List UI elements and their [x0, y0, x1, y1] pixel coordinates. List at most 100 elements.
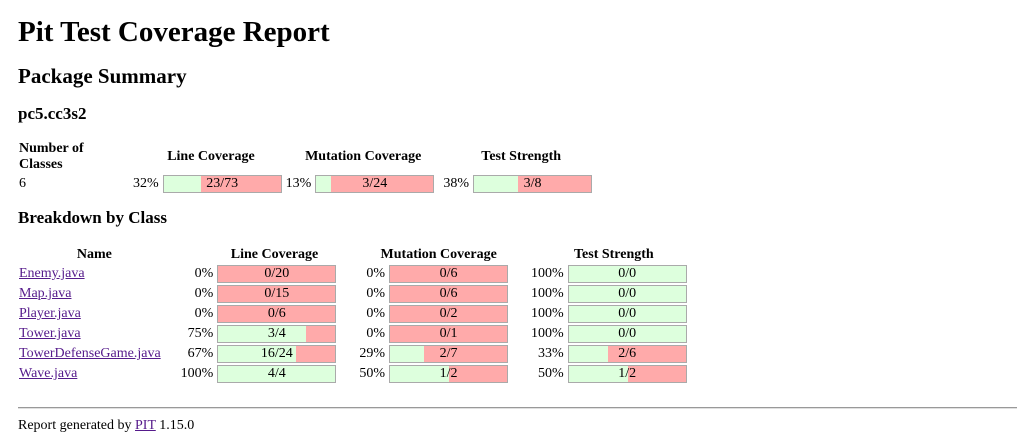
- summary-mutation-pct: 13%: [285, 176, 312, 191]
- line-coverage-bar: 0/6: [217, 305, 337, 323]
- line-pct: 75%: [187, 326, 214, 341]
- breakdown-heading: Breakdown by Class: [18, 208, 167, 227]
- mutation-bar-cell: 0/6: [388, 265, 509, 283]
- pit-link[interactable]: PIT: [135, 418, 156, 433]
- strength-bar-cell: 0/0: [567, 305, 688, 323]
- summary-strength-fill: [474, 176, 519, 192]
- strength-pct: 100%: [531, 306, 564, 321]
- header-line-coverage: Line Coverage: [167, 149, 255, 164]
- mutation-coverage-bar: 1/2: [389, 365, 509, 383]
- summary-strength-label: 3/8: [523, 176, 542, 191]
- strength-coverage-fill: [568, 306, 686, 322]
- mutation-pct: 0%: [366, 266, 386, 281]
- summary-strength-bar-cell: 3/8: [472, 175, 593, 193]
- mutation-coverage-label: 0/6: [439, 266, 458, 281]
- table-row: Player.java 0% 0/6 0% 0/2 100% 0/0: [18, 305, 688, 323]
- line-coverage-bar: 0/20: [217, 265, 337, 283]
- line-coverage-fill: [218, 326, 307, 342]
- class-link[interactable]: Wave.java: [19, 366, 78, 381]
- summary-line-bar-cell: 23/73: [162, 175, 283, 193]
- line-pct: 100%: [180, 366, 214, 381]
- line-coverage-label: 0/15: [264, 286, 290, 301]
- line-bar-cell: 4/4: [216, 365, 337, 383]
- strength-coverage-label: 1/2: [618, 366, 637, 381]
- line-coverage-bar: 4/4: [217, 365, 337, 383]
- report-page: Pit Test Coverage Report Package Summary…: [16, 16, 1017, 434]
- summary-line-fill: [163, 176, 201, 192]
- line-bar-cell: 0/15: [216, 285, 337, 303]
- class-link[interactable]: Map.java: [19, 286, 72, 301]
- table-row: TowerDefenseGame.java 67% 16/24 29% 2/7 33% 2/…: [18, 345, 688, 363]
- header-name: Name: [76, 247, 112, 262]
- footer: Report generated by PIT 1.15.0: [18, 418, 1017, 434]
- class-link[interactable]: Player.java: [19, 306, 81, 321]
- line-coverage-fill: [218, 366, 336, 382]
- summary-strength-pct: 38%: [443, 176, 470, 191]
- class-name-cell: TowerDefenseGame.java: [18, 345, 171, 363]
- class-name-cell: Player.java: [18, 305, 171, 323]
- table-row: Map.java 0% 0/15 0% 0/6 100% 0/0: [18, 285, 688, 303]
- line-coverage-fill: [218, 346, 297, 362]
- strength-coverage-fill: [568, 366, 628, 382]
- mutation-coverage-bar: 0/6: [389, 285, 509, 303]
- footer-version: 1.15.0: [159, 418, 195, 433]
- package-summary-table: Number of Classes Line Coverage Mutation…: [16, 139, 595, 195]
- line-coverage-label: 0/20: [264, 266, 290, 281]
- class-link[interactable]: Enemy.java: [19, 266, 85, 281]
- package-summary-heading: Package Summary: [18, 64, 187, 88]
- mutation-bar-cell: 1/2: [388, 365, 509, 383]
- table-row: Wave.java 100% 4/4 50% 1/2 50% 1/2: [18, 365, 688, 383]
- class-link[interactable]: Tower.java: [19, 326, 81, 341]
- mutation-bar-cell: 2/7: [388, 345, 509, 363]
- strength-bar-cell: 0/0: [567, 265, 688, 283]
- strength-bar-cell: 0/0: [567, 285, 688, 303]
- strength-bar-cell: 1/2: [567, 365, 688, 383]
- breakdown-body: Enemy.java 0% 0/20 0% 0/6 100% 0/0 Map.java 0% 0/…: [18, 265, 688, 383]
- header-class-test-strength: Test Strength: [573, 247, 654, 262]
- class-name-cell: Map.java: [18, 285, 171, 303]
- mutation-bar-cell: 0/2: [388, 305, 509, 323]
- class-name-cell: Enemy.java: [18, 265, 171, 283]
- strength-pct: 100%: [531, 326, 564, 341]
- strength-pct: 33%: [538, 346, 564, 361]
- line-coverage-label: 16/24: [260, 346, 293, 361]
- class-link[interactable]: TowerDefenseGame.java: [19, 346, 161, 361]
- line-bar-cell: 3/4: [216, 325, 337, 343]
- mutation-coverage-bar: 0/6: [389, 265, 509, 283]
- mutation-bar-cell: 0/1: [388, 325, 509, 343]
- table-row: Enemy.java 0% 0/20 0% 0/6 100% 0/0: [18, 265, 688, 283]
- line-coverage-bar: 3/4: [217, 325, 337, 343]
- breakdown-table: Name Line Coverage Mutation Coverage Tes…: [16, 245, 690, 385]
- summary-row: 6 32% 23/73 13% 3/24 38%: [18, 175, 593, 193]
- mutation-pct: 0%: [366, 286, 386, 301]
- strength-coverage-fill: [568, 326, 686, 342]
- strength-pct: 100%: [531, 286, 564, 301]
- header-num-classes: Number of Classes: [19, 141, 84, 172]
- strength-coverage-label: 2/6: [618, 346, 637, 361]
- mutation-pct: 0%: [366, 326, 386, 341]
- mutation-coverage-label: 2/7: [439, 346, 458, 361]
- strength-coverage-bar: 0/0: [567, 325, 687, 343]
- summary-mutation-bar: 3/24: [315, 175, 435, 193]
- summary-mutation-fill: [316, 176, 332, 192]
- line-pct: 0%: [194, 266, 214, 281]
- mutation-coverage-label: 0/2: [439, 306, 458, 321]
- strength-coverage-bar: 2/6: [567, 345, 687, 363]
- mutation-coverage-label: 0/1: [439, 326, 458, 341]
- strength-coverage-bar: 0/0: [567, 285, 687, 303]
- mutation-coverage-label: 0/6: [439, 286, 458, 301]
- line-pct: 67%: [187, 346, 214, 361]
- strength-pct: 50%: [538, 366, 564, 381]
- strength-coverage-label: 0/0: [618, 286, 637, 301]
- mutation-coverage-label: 1/2: [439, 366, 458, 381]
- line-coverage-bar: 0/15: [217, 285, 337, 303]
- line-coverage-label: 3/4: [267, 326, 286, 341]
- header-mutation-coverage: Mutation Coverage: [305, 149, 422, 164]
- summary-line-pct: 32%: [133, 176, 159, 191]
- class-name-cell: Tower.java: [18, 325, 171, 343]
- strength-coverage-label: 0/0: [618, 326, 637, 341]
- mutation-coverage-bar: 0/1: [389, 325, 509, 343]
- summary-line-bar: 23/73: [162, 175, 282, 193]
- strength-pct: 100%: [531, 266, 564, 281]
- line-pct: 0%: [194, 286, 214, 301]
